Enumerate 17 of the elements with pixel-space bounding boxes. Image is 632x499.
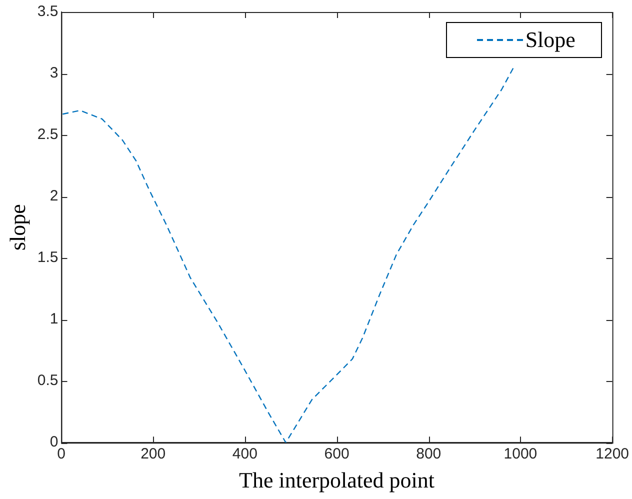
- y-axis-title: slope: [4, 204, 30, 251]
- legend-label: Slope: [525, 27, 576, 53]
- x-tick-label: 800: [416, 446, 442, 463]
- y-tick-label: 1: [50, 310, 58, 328]
- y-tick-label: 0.5: [37, 372, 58, 390]
- x-tick-label: 400: [232, 446, 258, 463]
- y-tick-label: 3: [50, 64, 58, 82]
- x-tick-label: 1000: [504, 446, 538, 463]
- y-tick-label: 2: [50, 188, 58, 205]
- y-tick-label: 2.5: [37, 126, 58, 144]
- y-tick-label: 0: [50, 434, 58, 451]
- x-tick-label: 200: [140, 446, 166, 463]
- x-tick-label: 600: [324, 446, 350, 463]
- y-tick-label: 3.5: [37, 3, 58, 20]
- x-tick-label: 1200: [596, 446, 630, 463]
- x-axis-title: The interpolated point: [239, 468, 435, 493]
- y-tick-label: 1.5: [37, 249, 58, 266]
